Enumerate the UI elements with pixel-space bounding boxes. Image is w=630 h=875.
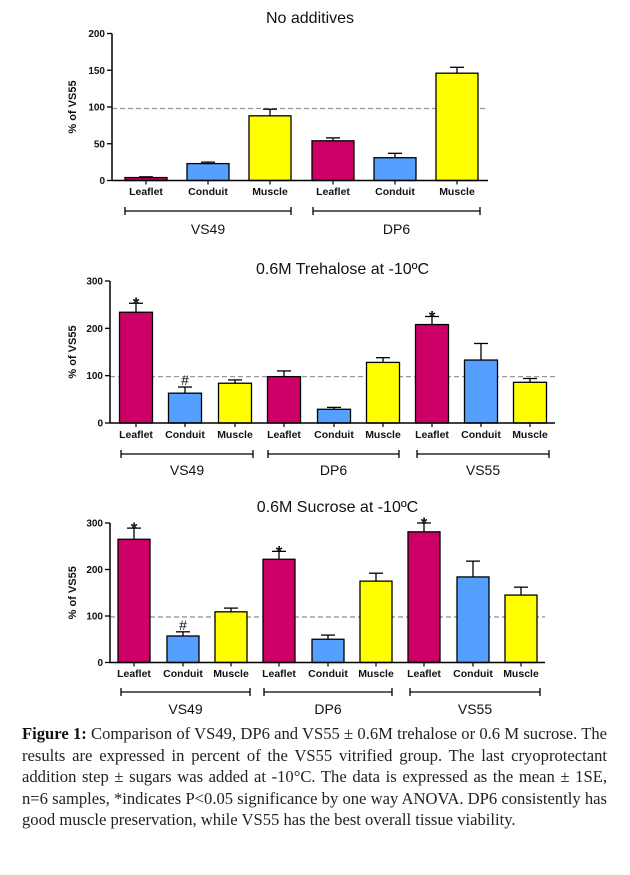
significance-asterisk: * (429, 308, 436, 327)
x-tick-label: Muscle (217, 429, 253, 441)
caption-label: Figure 1: (22, 724, 87, 743)
bar-conduit (463, 359, 499, 424)
group-label: DP6 (320, 462, 347, 478)
chart-panel-1: No additives % of VS55 Leaflet Conduit Muscl… (67, 10, 488, 237)
figure-charts: No additives % of VS55 Leaflet Conduit Muscl… (67, 10, 555, 717)
bar-leaflet (407, 531, 441, 664)
bar-conduit (166, 635, 200, 664)
x-tick-label: Muscle (213, 668, 249, 680)
x-tick-label: Conduit (163, 668, 203, 680)
bar-conduit (316, 408, 352, 424)
x-tick-label: Conduit (188, 186, 228, 198)
significance-asterisk: * (131, 519, 138, 538)
x-tick-label: Leaflet (262, 668, 296, 680)
y-tick-label: 100 (88, 103, 105, 114)
y-tick-label: 0 (97, 658, 103, 669)
y-tick-label: 150 (88, 66, 105, 77)
group-label: DP6 (383, 221, 410, 237)
chart-panel-2: 0.6M Trehalose at -10ºC % of VS55 * Leaflet… (67, 261, 555, 478)
significance-hash: # (179, 617, 187, 633)
significance-asterisk: * (276, 542, 283, 561)
y-tick-label: 100 (86, 371, 103, 382)
x-tick-label: Leaflet (415, 429, 449, 441)
x-tick-label: Leaflet (129, 186, 163, 198)
x-tick-label: Leaflet (117, 668, 151, 680)
x-tick-label: Leaflet (407, 668, 441, 680)
x-tick-label: Leaflet (316, 186, 350, 198)
bar-conduit (311, 638, 345, 664)
y-axis-label: % of VS55 (67, 566, 79, 619)
x-tick-label: Conduit (375, 186, 415, 198)
x-tick-label: Conduit (461, 429, 501, 441)
bar-muscle (217, 382, 253, 424)
y-tick-label: 50 (94, 139, 106, 150)
group-label: DP6 (314, 701, 341, 717)
group-label: VS49 (170, 462, 204, 478)
bar-muscle (214, 611, 248, 664)
y-tick-label: 100 (86, 612, 103, 623)
y-tick-label: 200 (88, 29, 105, 40)
bar-leaflet (262, 558, 296, 664)
bar-leaflet (311, 140, 355, 182)
bar-conduit (456, 576, 490, 664)
bar-muscle (359, 580, 393, 664)
x-tick-label: Muscle (358, 668, 394, 680)
x-tick-label: Conduit (165, 429, 205, 441)
figure-caption: Figure 1: Comparison of VS49, DP6 and VS… (22, 723, 607, 831)
bar-leaflet (117, 538, 151, 664)
bar-conduit (167, 392, 203, 424)
significance-hash: # (181, 372, 189, 388)
group-label: VS49 (168, 701, 202, 717)
group-label: VS49 (191, 221, 225, 237)
x-tick-label: Muscle (252, 186, 288, 198)
y-tick-label: 200 (86, 565, 103, 576)
y-tick-label: 200 (86, 324, 103, 335)
x-tick-label: Muscle (365, 429, 401, 441)
y-tick-label: 0 (97, 419, 103, 430)
x-tick-label: Muscle (439, 186, 475, 198)
x-tick-label: Conduit (314, 429, 354, 441)
significance-asterisk: * (421, 514, 428, 533)
bar-muscle (365, 361, 401, 424)
y-axis-label: % of VS55 (67, 80, 79, 133)
y-tick-label: 300 (86, 519, 103, 530)
bar-conduit (186, 162, 230, 182)
bar-leaflet (118, 311, 154, 424)
x-tick-label: Conduit (453, 668, 493, 680)
bar-conduit (373, 157, 417, 182)
y-axis-label: % of VS55 (67, 325, 79, 378)
y-tick-label: 300 (86, 277, 103, 288)
bar-leaflet (266, 375, 302, 424)
y-tick-label: 0 (99, 176, 105, 187)
significance-asterisk: * (133, 294, 140, 313)
caption-text: Comparison of VS49, DP6 and VS55 ± 0.6M … (22, 724, 607, 830)
x-tick-label: Muscle (503, 668, 539, 680)
x-tick-label: Conduit (308, 668, 348, 680)
chart-title: 0.6M Sucrose at -10ºC (257, 499, 418, 516)
x-tick-label: Muscle (512, 429, 548, 441)
x-tick-label: Leaflet (267, 429, 301, 441)
x-tick-label: Leaflet (119, 429, 153, 441)
bar-muscle (435, 72, 479, 182)
bar-muscle (512, 381, 548, 424)
chart-title: No additives (266, 10, 354, 27)
bar-leaflet (414, 323, 450, 424)
chart-panel-3: 0.6M Sucrose at -10ºC % of VS55 * Leaflet # C… (67, 499, 545, 717)
bar-muscle (504, 594, 538, 664)
bar-muscle (248, 115, 292, 182)
group-label: VS55 (458, 701, 492, 717)
group-label: VS55 (466, 462, 500, 478)
chart-title: 0.6M Trehalose at -10ºC (256, 261, 429, 278)
